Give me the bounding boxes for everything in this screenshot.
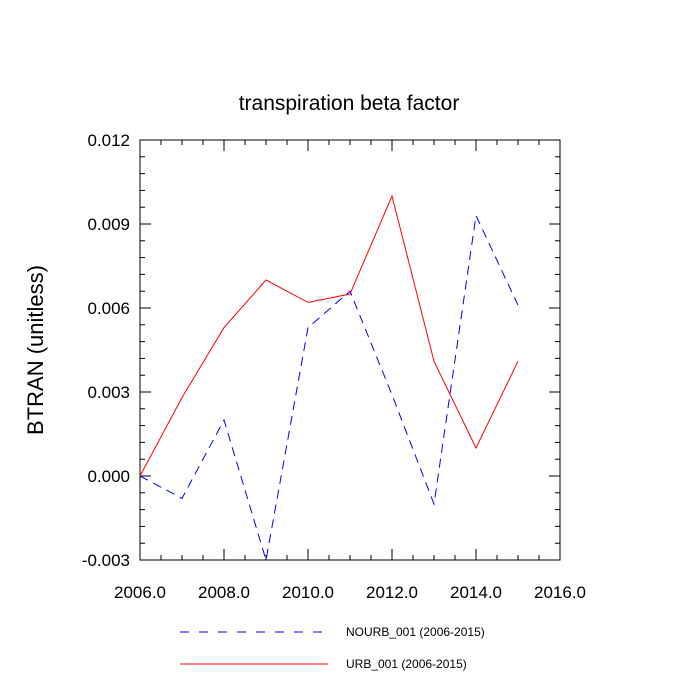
chart-title: transpiration beta factor (239, 92, 460, 115)
y-tick-label: 0.000 (87, 467, 130, 486)
y-axis-label: BTRAN (unitless) (23, 265, 48, 435)
x-tick-label: 2010.0 (282, 583, 334, 602)
y-tick-label: 0.006 (87, 299, 130, 318)
plot-area: 2006.0 2008.0 2010.0 2012.0 2014.0 2016.0 -0.0… (82, 131, 586, 602)
plot-frame (139, 139, 561, 561)
x-tick-label: 2016.0 (534, 583, 586, 602)
legend-label-1: URB_001 (2006-2015) (346, 657, 467, 671)
series-line-1 (139, 194, 519, 477)
series-line-0 (139, 213, 519, 561)
x-tick-label: 2012.0 (366, 583, 418, 602)
legend: NOURB_001 (2006-2015) URB_001 (2006-2015) (180, 625, 485, 671)
y-tick-label: 0.012 (87, 131, 130, 150)
y-tick-label: 0.003 (87, 383, 130, 402)
legend-label-0: NOURB_001 (2006-2015) (346, 625, 485, 639)
y-tick-label: 0.009 (87, 215, 130, 234)
x-tick-label: 2006.0 (114, 583, 166, 602)
x-tick-label: 2014.0 (450, 583, 502, 602)
y-tick-label: -0.003 (82, 551, 130, 570)
x-tick-label: 2008.0 (198, 583, 250, 602)
